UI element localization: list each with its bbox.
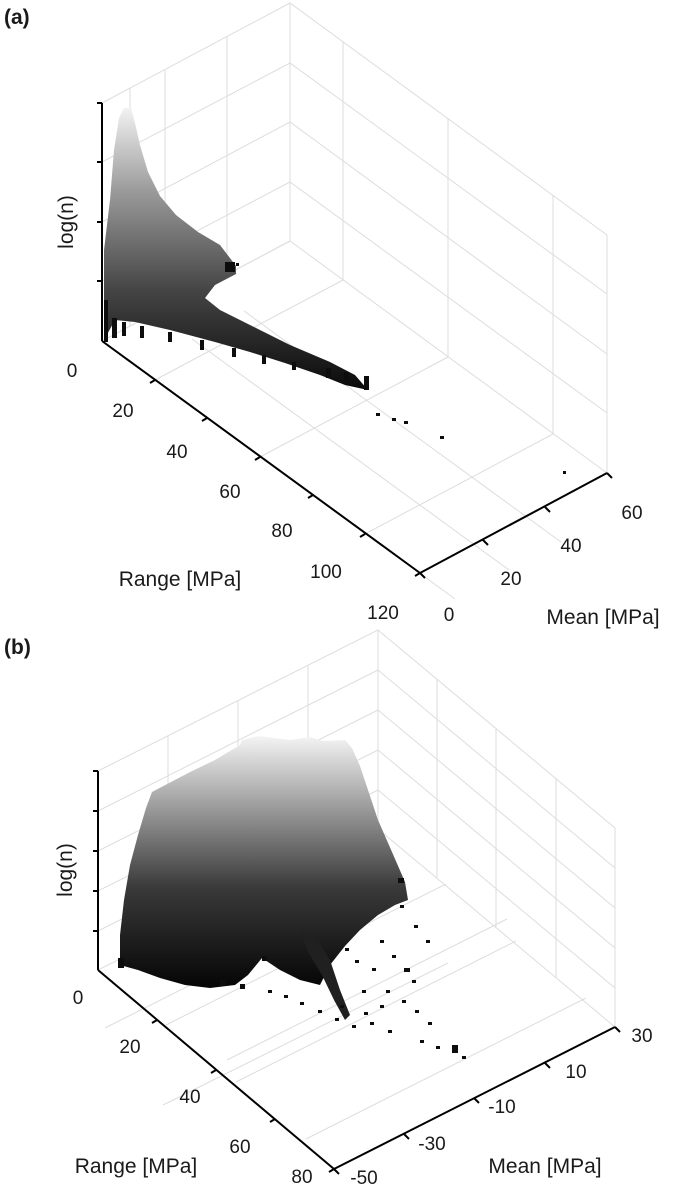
- panel-b-z-label: log(n): [54, 843, 77, 897]
- panel-a-x-tick: 80: [271, 521, 292, 542]
- panel-a-x-tick: 20: [112, 401, 133, 422]
- panel-a-range-axis: [101, 340, 421, 574]
- panel-b-label: (b): [4, 636, 31, 659]
- panel-b-x-tick: 0: [73, 988, 84, 1009]
- panel-a-y-tick: 0: [444, 605, 455, 626]
- panel-b-y-tick: 10: [565, 1062, 586, 1083]
- panel-b: (b): [4, 629, 653, 1189]
- panel-a-z-label: log(n): [55, 195, 78, 249]
- panel-b-x-tick: 60: [229, 1137, 250, 1158]
- panel-b-tail: [300, 930, 350, 1020]
- panel-b-x-tick: 40: [179, 1087, 200, 1108]
- panel-a-y-tick: 40: [560, 536, 581, 557]
- panel-b-surface: [120, 736, 408, 988]
- panel-a-mean-axis: [419, 472, 608, 574]
- panel-b-x-label: Range [MPa]: [75, 1155, 198, 1178]
- panel-a-x-tick: 0: [67, 361, 78, 382]
- panel-a-x-tick: 120: [367, 603, 399, 624]
- panel-a-x-tick: 40: [166, 442, 187, 463]
- panel-a-y-tick: 20: [500, 569, 521, 590]
- panel-a-axes: [97, 102, 613, 579]
- panel-b-bars: [118, 736, 466, 1059]
- panel-a-x-label: Range [MPa]: [119, 568, 242, 591]
- panel-b-x-tick: 20: [119, 1037, 140, 1058]
- panel-a-x-tick: 100: [310, 562, 342, 583]
- panel-b-y-label: Mean [MPa]: [488, 1155, 601, 1178]
- panel-b-y-tick: -30: [418, 1134, 445, 1155]
- panel-a-y-label: Mean [MPa]: [546, 606, 659, 629]
- panel-b-axes: [93, 770, 621, 1175]
- panel-a-label: (a): [4, 6, 30, 29]
- panel-b-x-tick: 80: [291, 1167, 312, 1188]
- panel-a: (a): [4, 2, 660, 629]
- panel-a-x-tick: 60: [219, 482, 240, 503]
- panel-a-bars: [104, 108, 566, 474]
- panel-b-y-tick: 30: [631, 1026, 652, 1047]
- panel-b-y-tick: -50: [350, 1168, 377, 1189]
- panel-a-y-tick: 60: [621, 503, 642, 524]
- panel-b-range-axis: [97, 969, 335, 1170]
- panel-a-ridge-surface: [104, 108, 368, 390]
- panel-b-y-tick: -10: [488, 1097, 515, 1118]
